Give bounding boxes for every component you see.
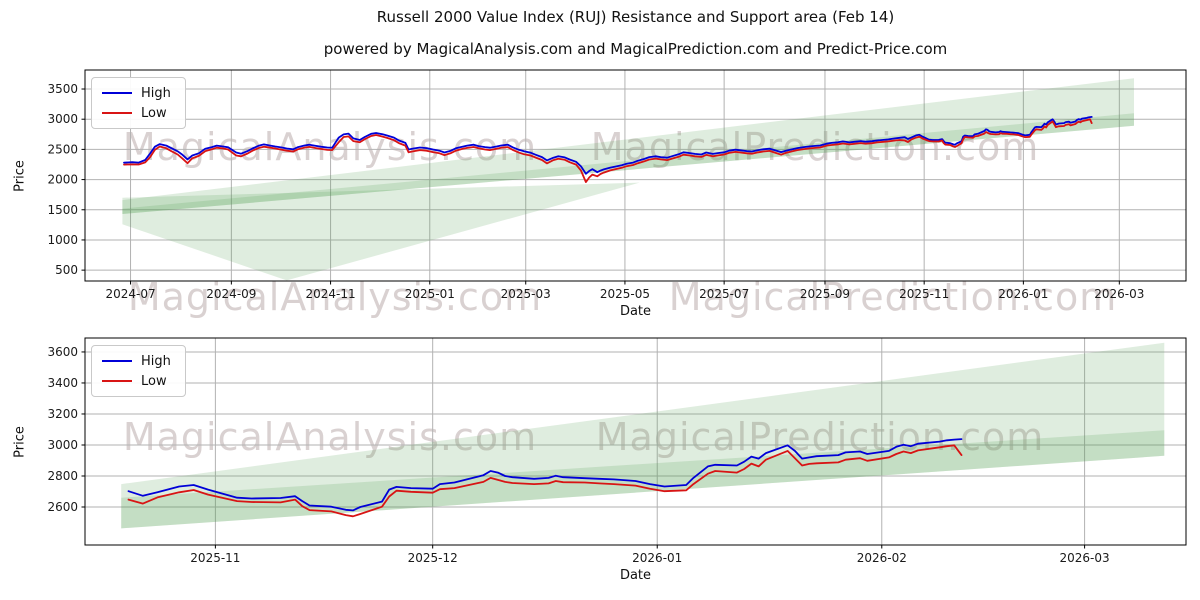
y-tick-label: 2500 [47,142,78,156]
x-tick-label: 2025-09 [800,287,850,301]
y-tick-label: 3600 [47,345,78,359]
resistance-wedge [121,342,1165,529]
lower-left-wedge [122,182,640,281]
axis-ticks: 2024-07 2024-09 2024-11 2025-01 2025-03 2025-… [47,82,1144,301]
watermark-magicalanalysis: MagicalAnalysis.com [127,275,543,319]
x-tick-label: 2024-09 [206,287,256,301]
y-axis-label-bottom: Price [12,426,28,458]
legend-label-high: High [141,85,171,101]
x-tick-label: 2026-03 [1094,287,1144,301]
y-tick-label: 3500 [47,82,78,96]
full-history-chart: 2024-07 2024-09 2024-11 2025-01 2025-03 2025-… [47,69,1187,301]
x-tick-label: 2024-11 [305,287,355,301]
high-line [127,438,963,512]
x-tick-label: 2026-03 [1060,551,1110,565]
y-tick-label: 2000 [47,173,78,187]
legend-item-high: High [102,351,171,371]
high-line-swatch [102,360,132,362]
y-axis-label-top: Price [12,160,28,192]
x-tick-label: 2025-11 [899,287,949,301]
x-tick-label: 2025-12 [408,551,458,565]
x-tick-label: 2026-01 [632,551,682,565]
low-line-swatch [102,112,132,114]
watermark-magicalanalysis: MagicalAnalysis.com [122,415,538,459]
x-tick-label: 2026-02 [857,551,907,565]
watermark-magicalprediction: MagicalPrediction.com [668,275,1118,319]
legend-bottom-chart: High Low [91,345,186,397]
plot-frame [84,69,1187,282]
y-tick-label: 1000 [47,233,78,247]
y-tick-label: 3400 [47,376,78,390]
low-line-swatch [102,380,132,382]
grid [85,338,1186,545]
figure-subtitle: powered by MagicalAnalysis.com and Magic… [323,40,948,58]
low-line [127,444,963,518]
x-axis-label-bottom: Date [619,568,652,583]
x-tick-label: 2025-03 [501,287,551,301]
legend-label-high: High [141,353,171,369]
x-tick-label: 2025-11 [190,551,240,565]
y-tick-label: 1500 [47,203,78,217]
x-tick-label: 2025-01 [405,287,455,301]
y-tick-label: 3000 [47,438,78,452]
x-tick-label: 2024-07 [105,287,155,301]
y-tick-label: 3000 [47,112,78,126]
low-line [123,118,1093,184]
plot-frame [84,337,1187,546]
legend-item-low: Low [102,103,171,123]
watermark-magicalprediction: MagicalPrediction.com [595,415,1045,459]
x-tick-label: 2026-01 [998,287,1048,301]
y-tick-label: 500 [55,263,78,277]
high-line-swatch [102,92,132,94]
recent-zoom-chart: 2025-11 2025-12 2026-01 2026-02 2026-03 2600 2… [47,337,1187,565]
legend-top-chart: High Low [91,77,186,129]
legend-label-low: Low [141,373,167,389]
support-band [121,430,1165,529]
x-axis-label-top: Date [619,304,652,319]
x-tick-label: 2025-05 [600,287,650,301]
axis-ticks: 2025-11 2025-12 2026-01 2026-02 2026-03 2600 2… [47,345,1109,565]
legend-label-low: Low [141,105,167,121]
x-tick-label: 2025-07 [699,287,749,301]
y-tick-label: 2800 [47,469,78,483]
legend-item-high: High [102,83,171,103]
y-tick-label: 2600 [47,500,78,514]
high-line [123,116,1093,175]
resistance-wedge [122,78,1134,214]
grid [85,70,1186,281]
watermark-magicalprediction: MagicalPrediction.com [590,125,1040,169]
figure-title: Russell 2000 Value Index (RUJ) Resistanc… [376,8,895,26]
y-tick-label: 3200 [47,407,78,421]
support-resistance-bands [121,342,1165,529]
legend-item-low: Low [102,371,171,391]
